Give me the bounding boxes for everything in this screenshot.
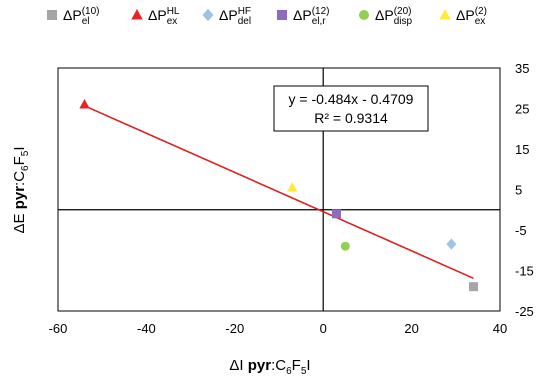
x-axis-title: ΔI pyr:C6F5I <box>229 357 310 377</box>
y-axis-title: ΔE pyr:C6F5I <box>11 146 31 233</box>
data-point <box>79 99 90 109</box>
y-tick-labels: 35 25 15 5 -5 -15 -25 <box>515 61 534 319</box>
x-tick-label: 0 <box>320 321 327 336</box>
y-tick-label: -25 <box>515 304 534 319</box>
x-tick-label: -40 <box>137 321 156 336</box>
legend-marker <box>277 10 287 20</box>
data-point <box>331 209 341 219</box>
legend-entry: ΔP(20) disp <box>359 6 412 27</box>
legend-label: ΔP(12) el,r <box>293 6 330 27</box>
legend-entry: ΔPHF del <box>202 6 251 27</box>
y-tick-label: 35 <box>515 61 529 76</box>
legend-entry: ΔP(12) el,r <box>277 6 330 27</box>
y-tick-label: 25 <box>515 102 529 117</box>
plot-frame <box>57 67 501 312</box>
legend-marker <box>359 10 369 20</box>
legend: ΔP(10) el ΔPHL ex ΔPHF del ΔP(12) el,r ΔP(20) dis… <box>47 6 487 27</box>
fit-equation-box: y = -0.484x - 0.4709 R² = 0.9314 <box>273 85 429 132</box>
fit-equation: y = -0.484x - 0.4709 <box>289 91 414 107</box>
y-tick-label: 5 <box>515 183 522 198</box>
legend-label: ΔP(20) disp <box>375 6 412 27</box>
legend-marker <box>202 8 214 22</box>
fit-r-squared: R² = 0.9314 <box>314 110 388 126</box>
x-tick-label: -60 <box>49 321 68 336</box>
data-point <box>340 241 350 251</box>
data-point <box>287 182 298 192</box>
x-tick-label: 20 <box>404 321 418 336</box>
data-point <box>446 238 457 250</box>
data-points <box>79 99 478 292</box>
legend-marker <box>439 9 451 20</box>
data-point <box>468 282 478 292</box>
legend-marker <box>131 9 143 20</box>
legend-marker <box>47 10 57 20</box>
x-tick-labels: -60 -40 -20 0 20 40 <box>49 321 508 336</box>
legend-entry: ΔP(2) ex <box>439 6 487 27</box>
y-tick-label: 15 <box>515 142 529 157</box>
y-tick-label: -15 <box>515 264 534 279</box>
x-tick-label: -20 <box>225 321 244 336</box>
legend-label: ΔP(2) ex <box>456 6 487 27</box>
y-tick-label: -5 <box>515 223 527 238</box>
trendline <box>84 105 474 280</box>
legend-entry: ΔP(10) el <box>47 6 100 27</box>
legend-label: ΔP(10) el <box>63 6 100 27</box>
x-tick-label: 40 <box>493 321 507 336</box>
legend-label: ΔPHF del <box>219 6 251 27</box>
legend-entry: ΔPHL ex <box>131 6 180 27</box>
legend-label: ΔPHL ex <box>148 6 180 27</box>
